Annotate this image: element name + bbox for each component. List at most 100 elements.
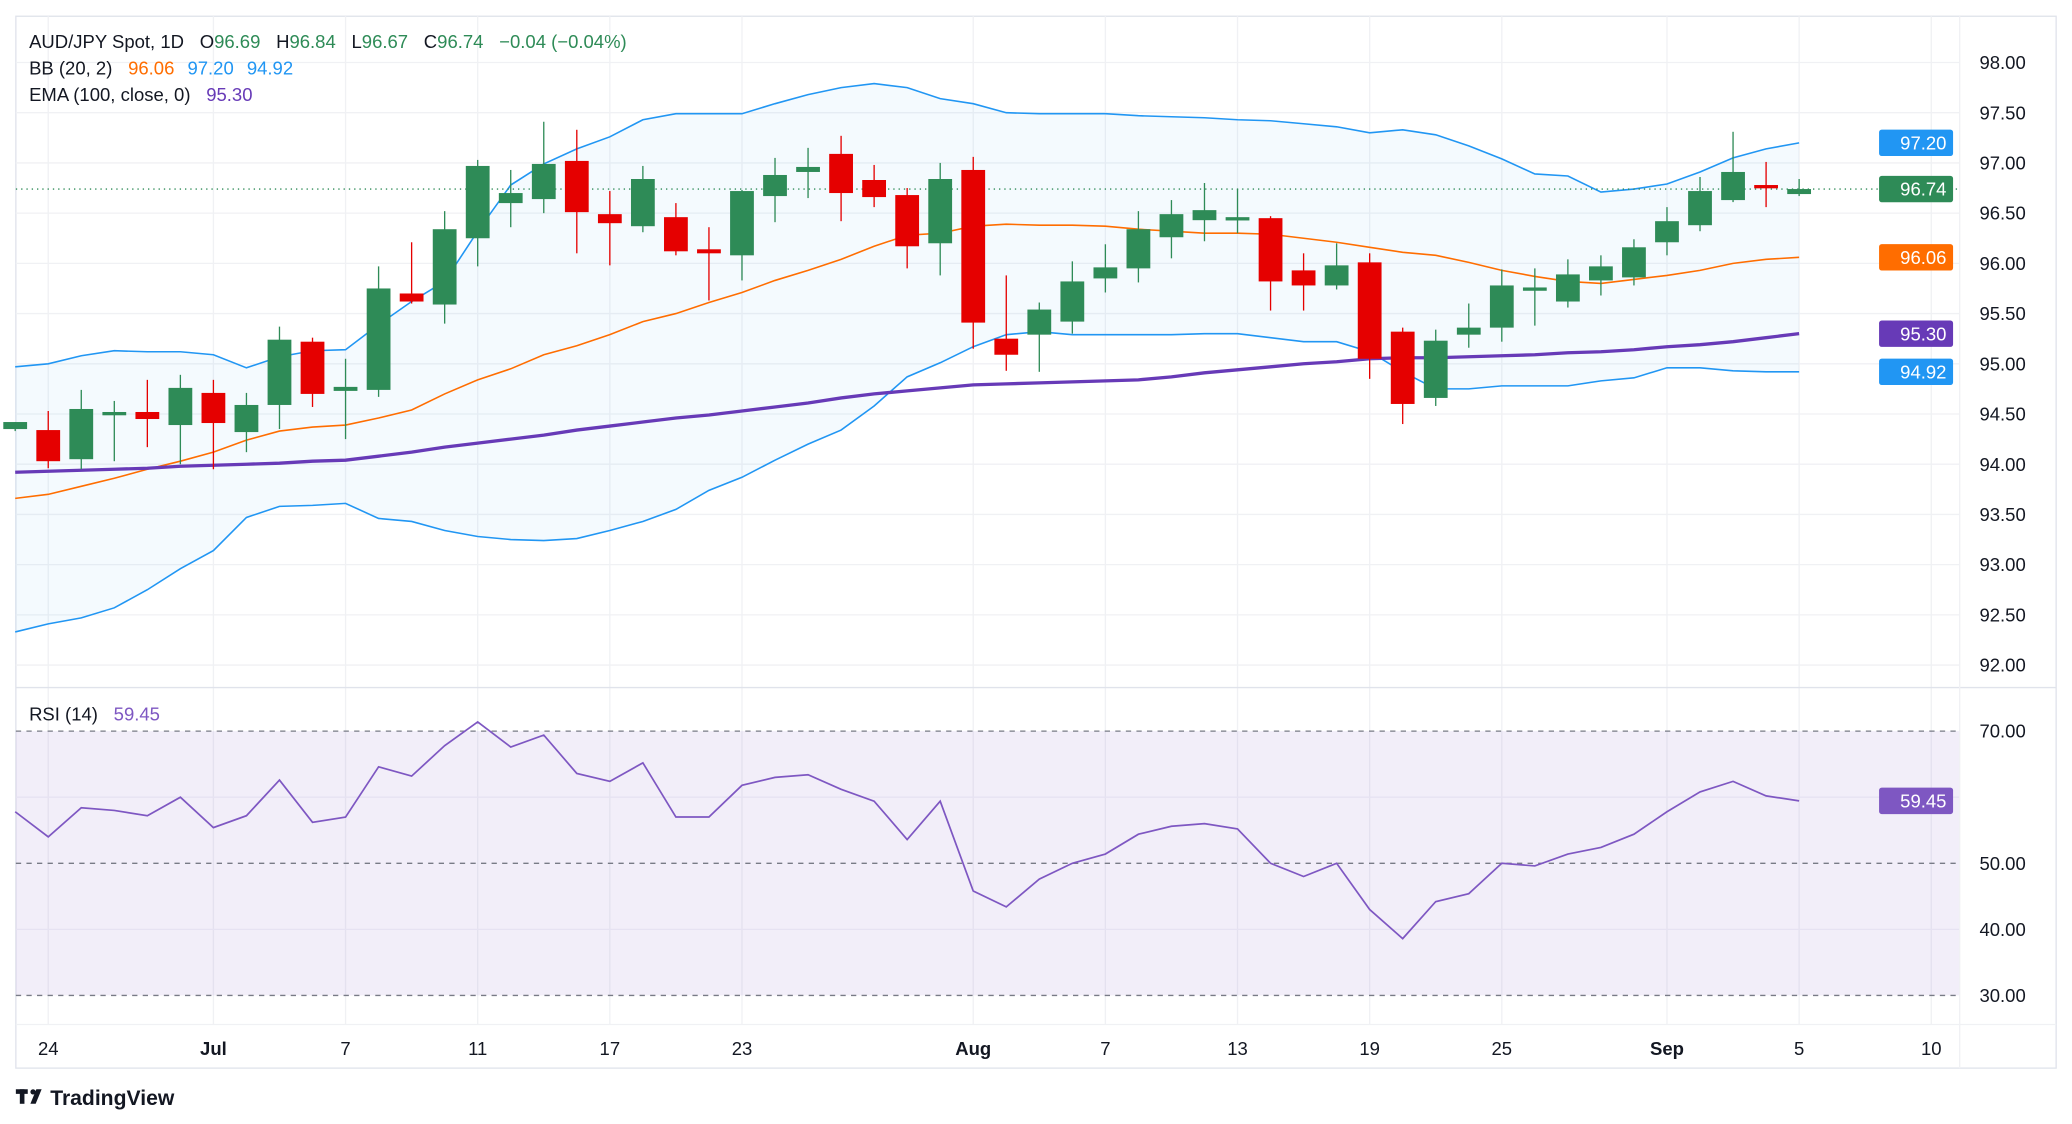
- rsi-pane[interactable]: [14, 720, 1960, 997]
- candle-body: [1027, 309, 1052, 335]
- candle-body: [1688, 191, 1712, 226]
- price-tick-label: 97.50: [1979, 102, 2025, 123]
- candle[interactable]: [697, 227, 721, 301]
- candle[interactable]: [597, 191, 622, 266]
- candle[interactable]: [399, 242, 424, 304]
- last-price-badge-text: 96.74: [1900, 179, 1946, 200]
- candle[interactable]: [630, 165, 655, 233]
- rsi-line[interactable]: [14, 720, 1800, 940]
- candle[interactable]: [1721, 131, 1745, 203]
- candle-body: [432, 229, 457, 305]
- candle[interactable]: [102, 400, 127, 462]
- candle-body: [3, 422, 28, 430]
- time-tick-label: 11: [468, 1038, 487, 1059]
- candle[interactable]: [994, 275, 1019, 371]
- candle[interactable]: [36, 410, 61, 469]
- bb-lower-line[interactable]: [15, 330, 1800, 633]
- candle-body: [829, 153, 853, 194]
- candle[interactable]: [201, 379, 226, 470]
- candle[interactable]: [1522, 268, 1547, 326]
- candle[interactable]: [1291, 253, 1316, 311]
- candle[interactable]: [1192, 183, 1217, 242]
- candle[interactable]: [465, 159, 490, 267]
- bb-mid-badge-text: 96.06: [1900, 247, 1946, 268]
- candle-body: [1258, 218, 1283, 282]
- candle[interactable]: [1754, 161, 1778, 208]
- candle[interactable]: [1456, 303, 1481, 348]
- candle[interactable]: [1423, 329, 1448, 406]
- candle-body: [366, 288, 391, 390]
- candle[interactable]: [432, 211, 457, 324]
- candle[interactable]: [829, 135, 853, 222]
- candle-body: [168, 387, 193, 426]
- candle[interactable]: [796, 147, 820, 199]
- candle[interactable]: [1787, 178, 1812, 197]
- candle[interactable]: [1489, 269, 1514, 342]
- time-tick-label: Aug: [955, 1038, 991, 1059]
- candle[interactable]: [664, 203, 688, 256]
- candle-body: [1357, 262, 1382, 359]
- candle[interactable]: [1357, 253, 1382, 379]
- ema-legend[interactable]: EMA (100, close, 0) 95.30: [29, 84, 252, 105]
- candle-body: [1589, 266, 1613, 281]
- ema-100-line[interactable]: [15, 332, 1800, 474]
- candle[interactable]: [1060, 261, 1085, 334]
- bb-legend[interactable]: BB (20, 2) 96.06 97.20 94.92: [29, 57, 293, 78]
- candle[interactable]: [168, 374, 193, 465]
- candle[interactable]: [862, 164, 887, 208]
- rsi-value: 59.45: [114, 704, 160, 725]
- candle[interactable]: [234, 392, 259, 453]
- candle[interactable]: [564, 129, 589, 254]
- candle[interactable]: [1126, 211, 1151, 283]
- candle[interactable]: [928, 162, 953, 276]
- candle[interactable]: [1093, 244, 1118, 293]
- candle[interactable]: [1225, 189, 1250, 234]
- time-tick-label: 7: [1100, 1038, 1110, 1059]
- time-tick-label: Sep: [1650, 1038, 1684, 1059]
- time-tick-label: 10: [1921, 1038, 1942, 1059]
- rsi-legend[interactable]: RSI (14) 59.45: [29, 704, 160, 725]
- candle[interactable]: [135, 379, 160, 448]
- candle[interactable]: [333, 358, 358, 440]
- candle[interactable]: [763, 157, 787, 223]
- price-tick-label: 93.00: [1979, 554, 2025, 575]
- candle[interactable]: [730, 190, 754, 281]
- symbol-title[interactable]: AUD/JPY Spot, 1D: [29, 31, 184, 52]
- high-label: H: [276, 31, 289, 52]
- candle[interactable]: [300, 337, 325, 407]
- candle-body: [1456, 327, 1481, 335]
- candle[interactable]: [1688, 176, 1712, 232]
- candle[interactable]: [1324, 243, 1349, 290]
- candle[interactable]: [1159, 200, 1184, 259]
- candle[interactable]: [1622, 239, 1646, 286]
- candle[interactable]: [1258, 216, 1283, 311]
- candle[interactable]: [1655, 207, 1679, 256]
- candle[interactable]: [69, 389, 94, 470]
- candle[interactable]: [267, 326, 292, 430]
- candle[interactable]: [3, 422, 28, 432]
- candle[interactable]: [1589, 255, 1613, 296]
- candle[interactable]: [895, 188, 920, 269]
- tradingview-logo[interactable]: TradingView: [15, 1087, 175, 1110]
- candle[interactable]: [1555, 259, 1580, 308]
- candle-body: [928, 178, 953, 244]
- candle-body: [399, 293, 424, 302]
- price-pane[interactable]: [3, 82, 1960, 633]
- candle-body: [531, 163, 556, 200]
- candle-body: [1622, 247, 1646, 278]
- candle[interactable]: [366, 266, 391, 397]
- candle[interactable]: [531, 121, 556, 214]
- candle[interactable]: [498, 169, 523, 228]
- time-tick-label: 7: [340, 1038, 350, 1059]
- candle-body: [69, 408, 94, 460]
- time-tick-label: 25: [1492, 1038, 1513, 1059]
- candle[interactable]: [1027, 302, 1052, 372]
- candle-body: [1225, 217, 1250, 221]
- candle-body: [1390, 331, 1415, 404]
- time-tick-label: 5: [1794, 1038, 1804, 1059]
- candle[interactable]: [1390, 327, 1415, 425]
- candle[interactable]: [961, 156, 986, 349]
- rsi-tick-label: 50.00: [1979, 853, 2025, 874]
- time-tick-label: 24: [38, 1038, 59, 1059]
